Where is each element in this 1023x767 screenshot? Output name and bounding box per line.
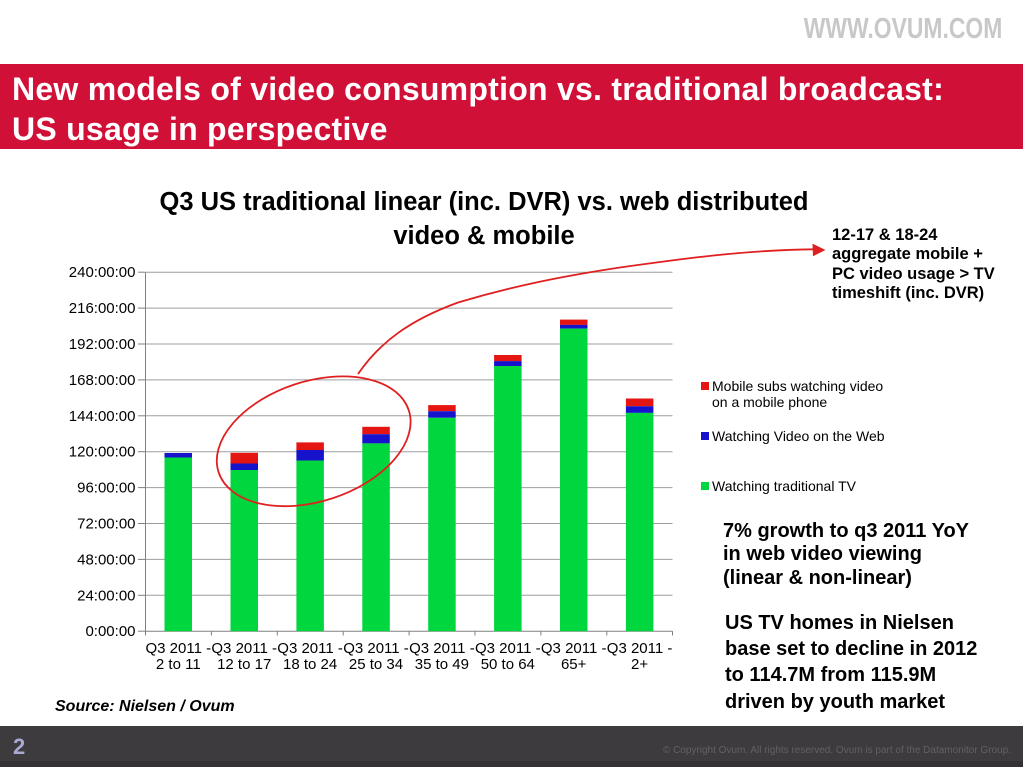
- svg-text:Q3 2011 -: Q3 2011 -: [211, 640, 277, 657]
- svg-text:48:00:00: 48:00:00: [77, 551, 135, 568]
- svg-text:Q3 2011 -: Q3 2011 -: [277, 640, 343, 657]
- svg-text:216:00:00: 216:00:00: [69, 300, 136, 317]
- svg-text:65+: 65+: [561, 656, 587, 673]
- svg-text:Q3 2011 -: Q3 2011 -: [145, 640, 211, 657]
- svg-text:72:00:00: 72:00:00: [77, 516, 135, 533]
- svg-text:0:00:00: 0:00:00: [85, 623, 135, 640]
- svg-text:Q3 2011 -: Q3 2011 -: [475, 640, 541, 657]
- svg-text:Q3 2011 -: Q3 2011 -: [541, 640, 607, 657]
- svg-text:168:00:00: 168:00:00: [69, 372, 136, 389]
- svg-text:24:00:00: 24:00:00: [77, 587, 135, 604]
- svg-text:192:00:00: 192:00:00: [69, 336, 136, 353]
- svg-text:240:00:00: 240:00:00: [69, 264, 136, 281]
- svg-text:12 to 17: 12 to 17: [217, 656, 271, 673]
- svg-text:120:00:00: 120:00:00: [69, 444, 136, 461]
- svg-text:2+: 2+: [631, 656, 648, 673]
- svg-text:50 to 64: 50 to 64: [481, 656, 535, 673]
- svg-text:Q3 2011 -: Q3 2011 -: [409, 640, 475, 657]
- svg-text:Q3 2011 -: Q3 2011 -: [343, 640, 409, 657]
- svg-text:35 to 49: 35 to 49: [415, 656, 469, 673]
- svg-text:144:00:00: 144:00:00: [69, 408, 136, 425]
- svg-text:25 to 34: 25 to 34: [349, 656, 403, 673]
- svg-text:2 to 11: 2 to 11: [156, 656, 201, 673]
- svg-text:18 to 24: 18 to 24: [283, 656, 337, 673]
- svg-text:Q3 2011 -: Q3 2011 -: [607, 640, 673, 657]
- svg-text:96:00:00: 96:00:00: [77, 480, 135, 497]
